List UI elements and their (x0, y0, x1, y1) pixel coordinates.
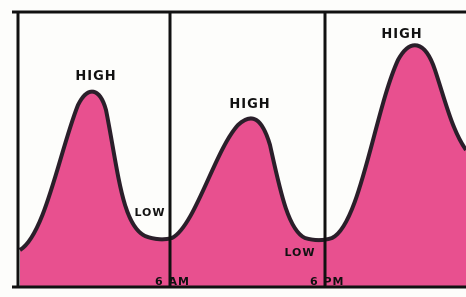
time-label: 6 PM (310, 275, 345, 288)
high-label: HIGH (229, 97, 270, 112)
tide-diagram: HIGH HIGH HIGH LOW LOW 6 AM 6 PM (0, 0, 466, 297)
high-label: HIGH (75, 69, 116, 84)
time-label: 6 AM (155, 275, 190, 288)
low-label: LOW (134, 206, 165, 219)
low-label: LOW (284, 246, 315, 259)
high-label: HIGH (381, 27, 422, 42)
